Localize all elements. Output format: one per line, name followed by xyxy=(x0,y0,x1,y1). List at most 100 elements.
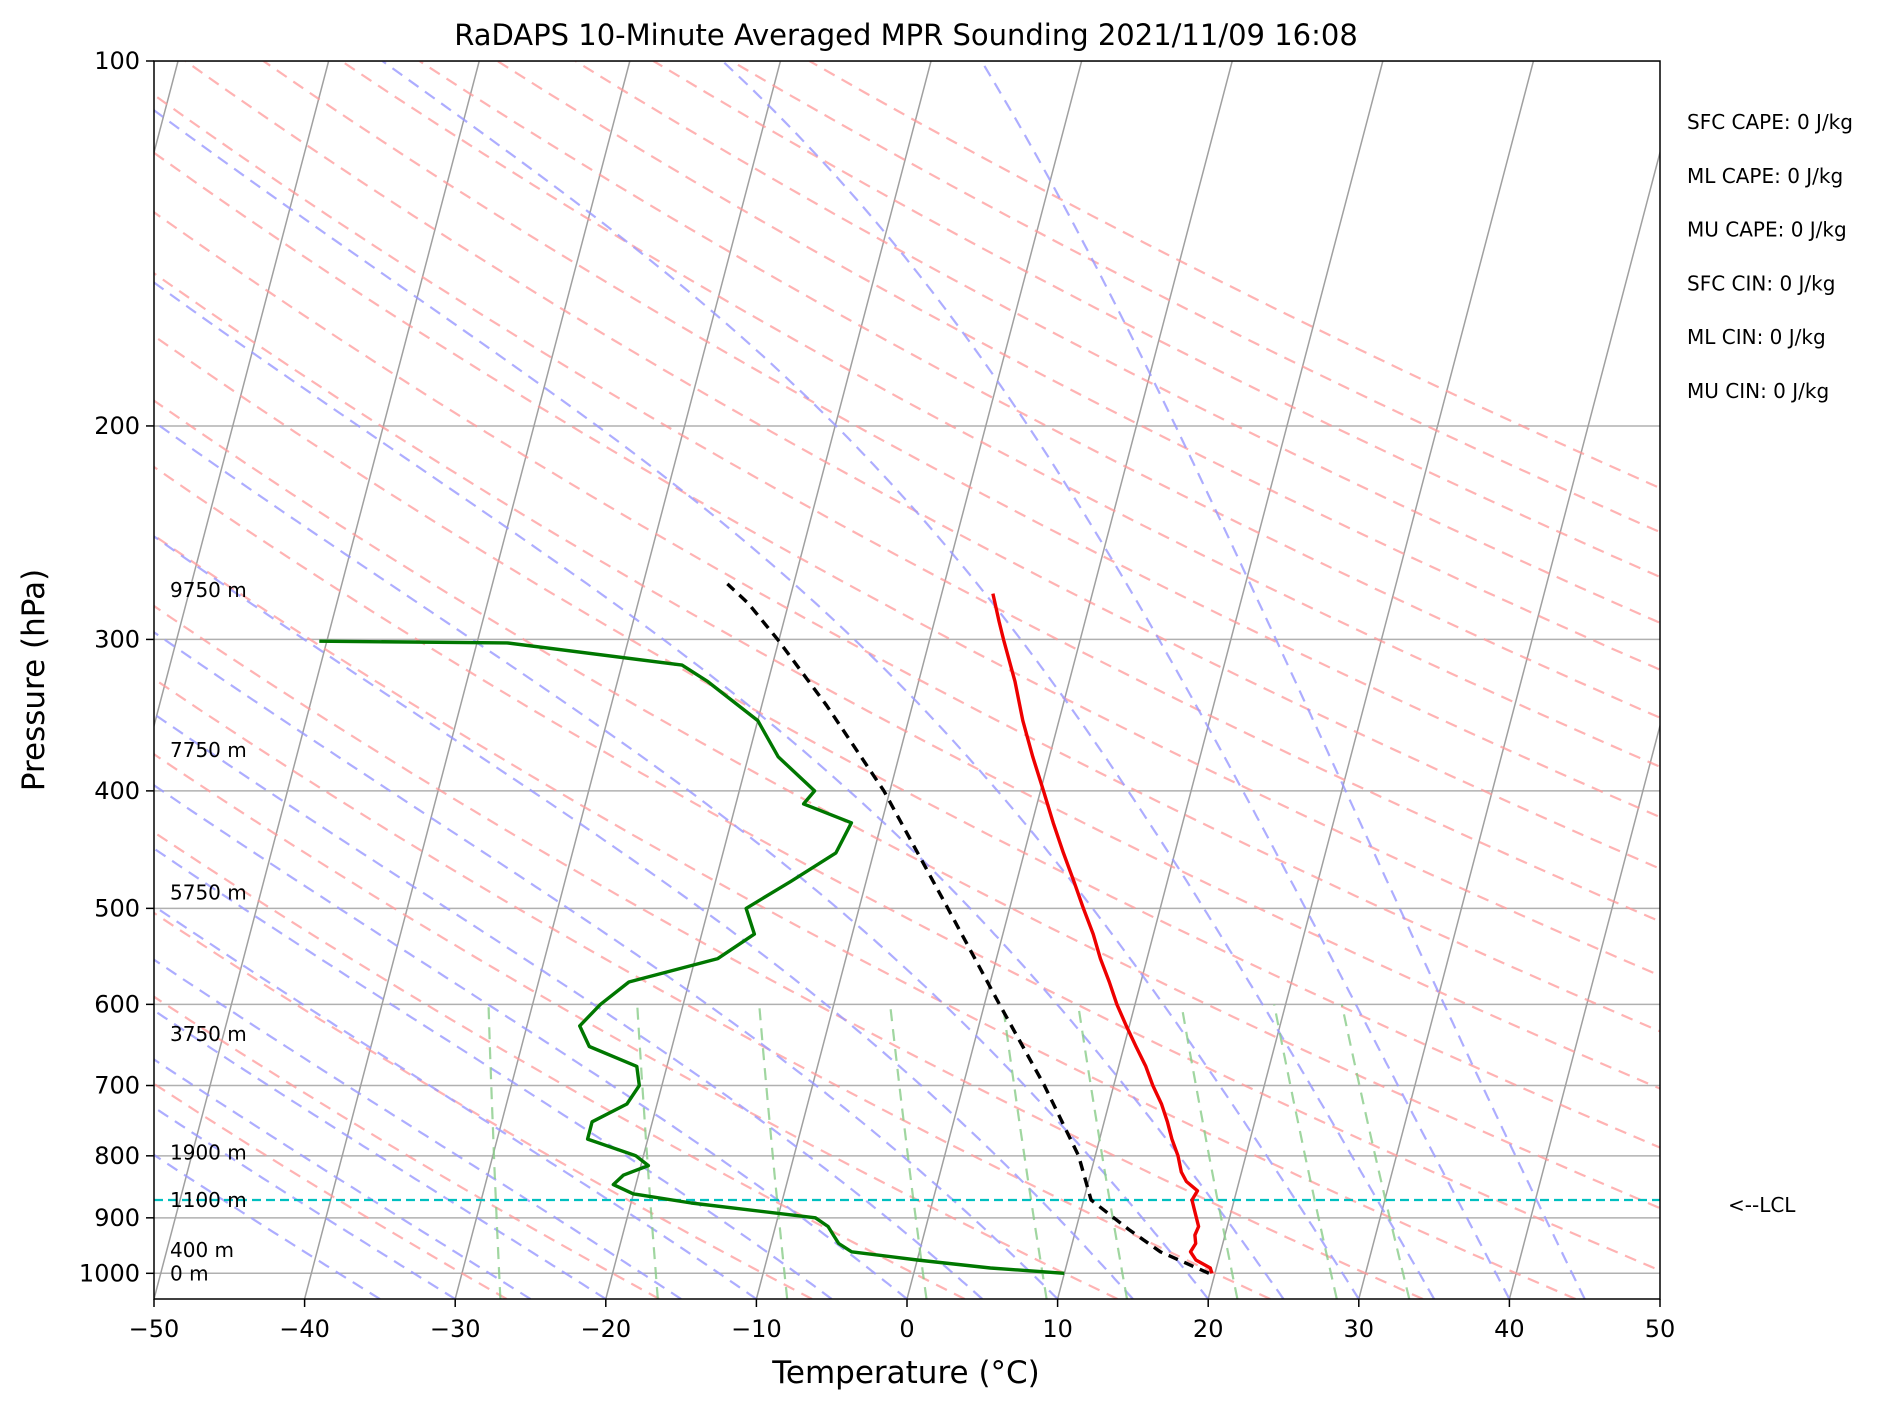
x-tick-label: −50 xyxy=(129,1315,180,1343)
x-tick-label: 0 xyxy=(899,1315,914,1343)
x-tick-label: 30 xyxy=(1344,1315,1375,1343)
mixing-ratio-line xyxy=(636,1004,659,1299)
isotherm-line xyxy=(1659,1296,1660,1299)
height-label: 0 m xyxy=(170,1261,209,1285)
x-tick-label: −10 xyxy=(731,1315,782,1343)
dry-adiabat xyxy=(496,61,1660,671)
dry-adiabat xyxy=(154,911,813,1299)
moist-adiabat xyxy=(154,630,1059,1299)
mixing-ratio-line xyxy=(758,1004,789,1299)
isotherm-line xyxy=(1508,722,1660,1299)
isotherm-line xyxy=(1811,61,1882,1299)
dry-adiabat xyxy=(262,61,1660,819)
x-axis-label: Temperature (°C) xyxy=(771,1355,1040,1391)
mixing-ratio-line xyxy=(1340,1004,1411,1299)
x-tick-label: −20 xyxy=(580,1315,631,1343)
height-label: 3750 m xyxy=(170,1022,247,1046)
mixing-ratio-line xyxy=(487,1004,502,1299)
index-label: MU CAPE: 0 J/kg xyxy=(1687,218,1847,242)
background-lines xyxy=(154,61,1882,1299)
dry-adiabat xyxy=(184,61,1660,870)
x-tick-label: −30 xyxy=(430,1315,481,1343)
dry-adiabat xyxy=(154,752,1118,1299)
dry-adiabat xyxy=(808,61,1660,490)
moist-adiabat xyxy=(154,420,1210,1299)
index-label: ML CIN: 0 J/kg xyxy=(1687,325,1826,349)
moist-adiabat xyxy=(381,61,1436,1299)
moist-adiabat xyxy=(154,712,984,1299)
dry-adiabat xyxy=(154,210,1660,1033)
index-label: SFC CIN: 0 J/kg xyxy=(1687,271,1835,295)
height-label: 7750 m xyxy=(170,738,247,762)
height-label: 400 m xyxy=(170,1238,234,1262)
isotherm-line xyxy=(454,61,782,1299)
chart-title: RaDAPS 10-Minute Averaged MPR Sounding 2… xyxy=(454,18,1358,52)
isotherm-line xyxy=(154,61,480,1299)
mixing-ratio-line xyxy=(1273,1004,1338,1299)
lcl-label: <--LCL xyxy=(1728,1193,1796,1217)
y-axis-label: Pressure (hPa) xyxy=(16,569,52,791)
index-label: SFC CAPE: 0 J/kg xyxy=(1687,110,1853,134)
mixing-ratio-line xyxy=(1001,1004,1048,1299)
isotherm-line xyxy=(303,61,631,1299)
dry-adiabat xyxy=(154,677,1271,1299)
dry-adiabat xyxy=(730,61,1660,534)
moist-adiabat xyxy=(154,1009,607,1299)
isotherm-line xyxy=(906,61,1233,1299)
y-tick-label: 200 xyxy=(94,412,140,440)
dry-adiabat xyxy=(340,61,1660,769)
plot-frame xyxy=(153,60,1661,1300)
dewpoint-profile xyxy=(319,639,1065,1275)
y-tick-label: 600 xyxy=(94,990,140,1018)
isotherm-line xyxy=(1358,149,1660,1299)
dry-adiabat xyxy=(652,61,1660,579)
x-tick-label: −40 xyxy=(279,1315,330,1343)
moist-adiabat xyxy=(154,281,1285,1299)
height-label: 1900 m xyxy=(170,1141,247,1165)
isotherm-line xyxy=(154,61,330,729)
dry-adiabat xyxy=(154,604,1424,1299)
dry-adiabat xyxy=(154,465,1660,1272)
mixing-ratio-line xyxy=(889,1004,928,1299)
moist-adiabat xyxy=(154,1153,381,1299)
dry-adiabat xyxy=(574,61,1660,625)
temperature-profile xyxy=(991,593,1214,1274)
dry-adiabat xyxy=(154,93,1660,923)
y-tick-label: 700 xyxy=(94,1072,140,1100)
y-tick-label: 100 xyxy=(94,47,140,75)
dry-adiabat xyxy=(154,399,1660,1210)
x-tick-label: 40 xyxy=(1494,1315,1525,1343)
moist-adiabat xyxy=(154,1058,532,1299)
dry-adiabat xyxy=(418,61,1660,719)
index-label: MU CIN: 0 J/kg xyxy=(1687,379,1829,403)
dry-adiabat xyxy=(154,151,1660,977)
height-label: 9750 m xyxy=(170,578,247,602)
moist-adiabat xyxy=(154,1106,456,1299)
y-tick-label: 400 xyxy=(94,777,140,805)
isotherm-line xyxy=(1207,61,1535,1299)
chart-labels: −50 −40 −30 −20 −10 0 10 20 30 40 50 1000 900 800 700 6… xyxy=(79,47,1853,1343)
y-tick-label: 1000 xyxy=(79,1259,140,1287)
moist-adiabat xyxy=(154,108,1360,1299)
y-tick-label: 500 xyxy=(94,894,140,922)
height-label: 5750 m xyxy=(170,880,247,904)
moist-adiabat xyxy=(154,958,682,1299)
height-label: 1100 m xyxy=(170,1188,247,1212)
dry-adiabat xyxy=(154,995,660,1299)
dry-adiabat xyxy=(154,830,966,1299)
moist-adiabat xyxy=(980,61,1586,1299)
dry-adiabat xyxy=(154,271,1660,1090)
moist-adiabat xyxy=(154,783,908,1299)
moist-adiabat xyxy=(154,904,758,1299)
y-tick-label: 800 xyxy=(94,1142,140,1170)
moist-adiabat xyxy=(154,535,1134,1299)
chart-marks xyxy=(154,582,1660,1275)
x-tick-label: 50 xyxy=(1645,1315,1676,1343)
mixing-ratio-line xyxy=(1180,1004,1239,1299)
x-tick-label: 20 xyxy=(1193,1315,1224,1343)
parcel-path xyxy=(726,582,1210,1275)
x-tick-label: 10 xyxy=(1042,1315,1073,1343)
isotherm-line xyxy=(1056,61,1384,1299)
